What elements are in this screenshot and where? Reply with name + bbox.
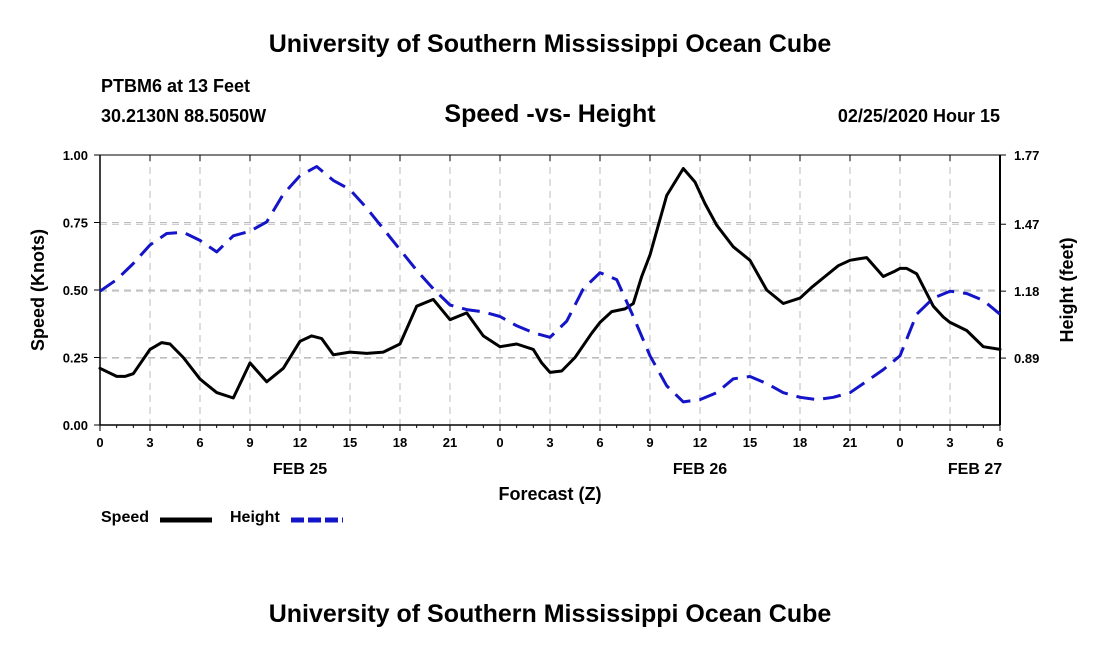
- x-axis-title: Forecast (Z): [498, 484, 601, 504]
- x-tick-label: 3: [546, 435, 553, 450]
- x-tick-label: 18: [393, 435, 407, 450]
- x-tick-label: 18: [793, 435, 807, 450]
- x-tick-label: 0: [496, 435, 503, 450]
- x-tick-label: 15: [343, 435, 357, 450]
- footer-title: University of Southern Mississippi Ocean…: [268, 600, 832, 628]
- station-label: PTBM6 at 13 Feet: [101, 76, 251, 96]
- x-tick-label: 0: [896, 435, 903, 450]
- x-tick-label: 15: [743, 435, 757, 450]
- y-tick-label: 1.00: [63, 148, 88, 163]
- x-tick-label: 3: [946, 435, 953, 450]
- x-tick-label: 6: [196, 435, 203, 450]
- x-tick-label: 21: [843, 435, 857, 450]
- day-label: FEB 26: [673, 461, 727, 478]
- forecast-date: 02/25/2020 Hour 15: [837, 106, 1000, 126]
- x-tick-label: 9: [646, 435, 653, 450]
- y2-tick-label: 1.18: [1014, 284, 1039, 299]
- legend-height-label: Height: [230, 509, 280, 526]
- page-title: University of Southern Mississippi Ocean…: [268, 30, 832, 58]
- legend-speed-label: Speed: [101, 509, 150, 526]
- station-coordinates: 30.2130N 88.5050W: [101, 106, 267, 126]
- y2-tick-label: 1.77: [1014, 148, 1039, 163]
- y-tick-label: 0.75: [63, 216, 88, 231]
- y2-axis-title: Height (feet): [1057, 238, 1077, 343]
- x-tick-label: 21: [443, 435, 457, 450]
- day-label: FEB 25: [273, 461, 327, 478]
- x-tick-label: 12: [693, 435, 707, 450]
- x-tick-label: 12: [293, 435, 307, 450]
- height-series-line: [99, 165, 1001, 404]
- x-tick-label: 9: [246, 435, 253, 450]
- y-tick-label: 0.50: [63, 283, 88, 298]
- x-tick-label: 6: [596, 435, 603, 450]
- x-tick-label: 3: [146, 435, 153, 450]
- day-label: FEB 27: [948, 461, 1002, 478]
- chart-title: Speed -vs- Height: [444, 100, 656, 128]
- y-axis-title: Speed (Knots): [28, 229, 48, 351]
- y-tick-label: 0.00: [63, 418, 88, 433]
- x-tick-label: 6: [996, 435, 1003, 450]
- y-tick-label: 0.25: [63, 351, 88, 366]
- speed-series-line: [98, 167, 1002, 400]
- y2-tick-label: 1.47: [1014, 217, 1039, 232]
- x-tick-label: 0: [96, 435, 103, 450]
- y2-tick-label: 0.89: [1014, 351, 1039, 366]
